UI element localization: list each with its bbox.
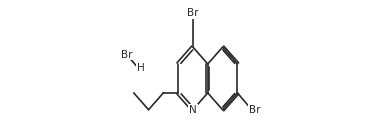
Text: Br: Br: [121, 50, 132, 60]
Text: Br: Br: [187, 8, 199, 18]
Text: H: H: [137, 63, 145, 73]
Text: Br: Br: [249, 105, 260, 115]
Text: N: N: [189, 105, 197, 115]
